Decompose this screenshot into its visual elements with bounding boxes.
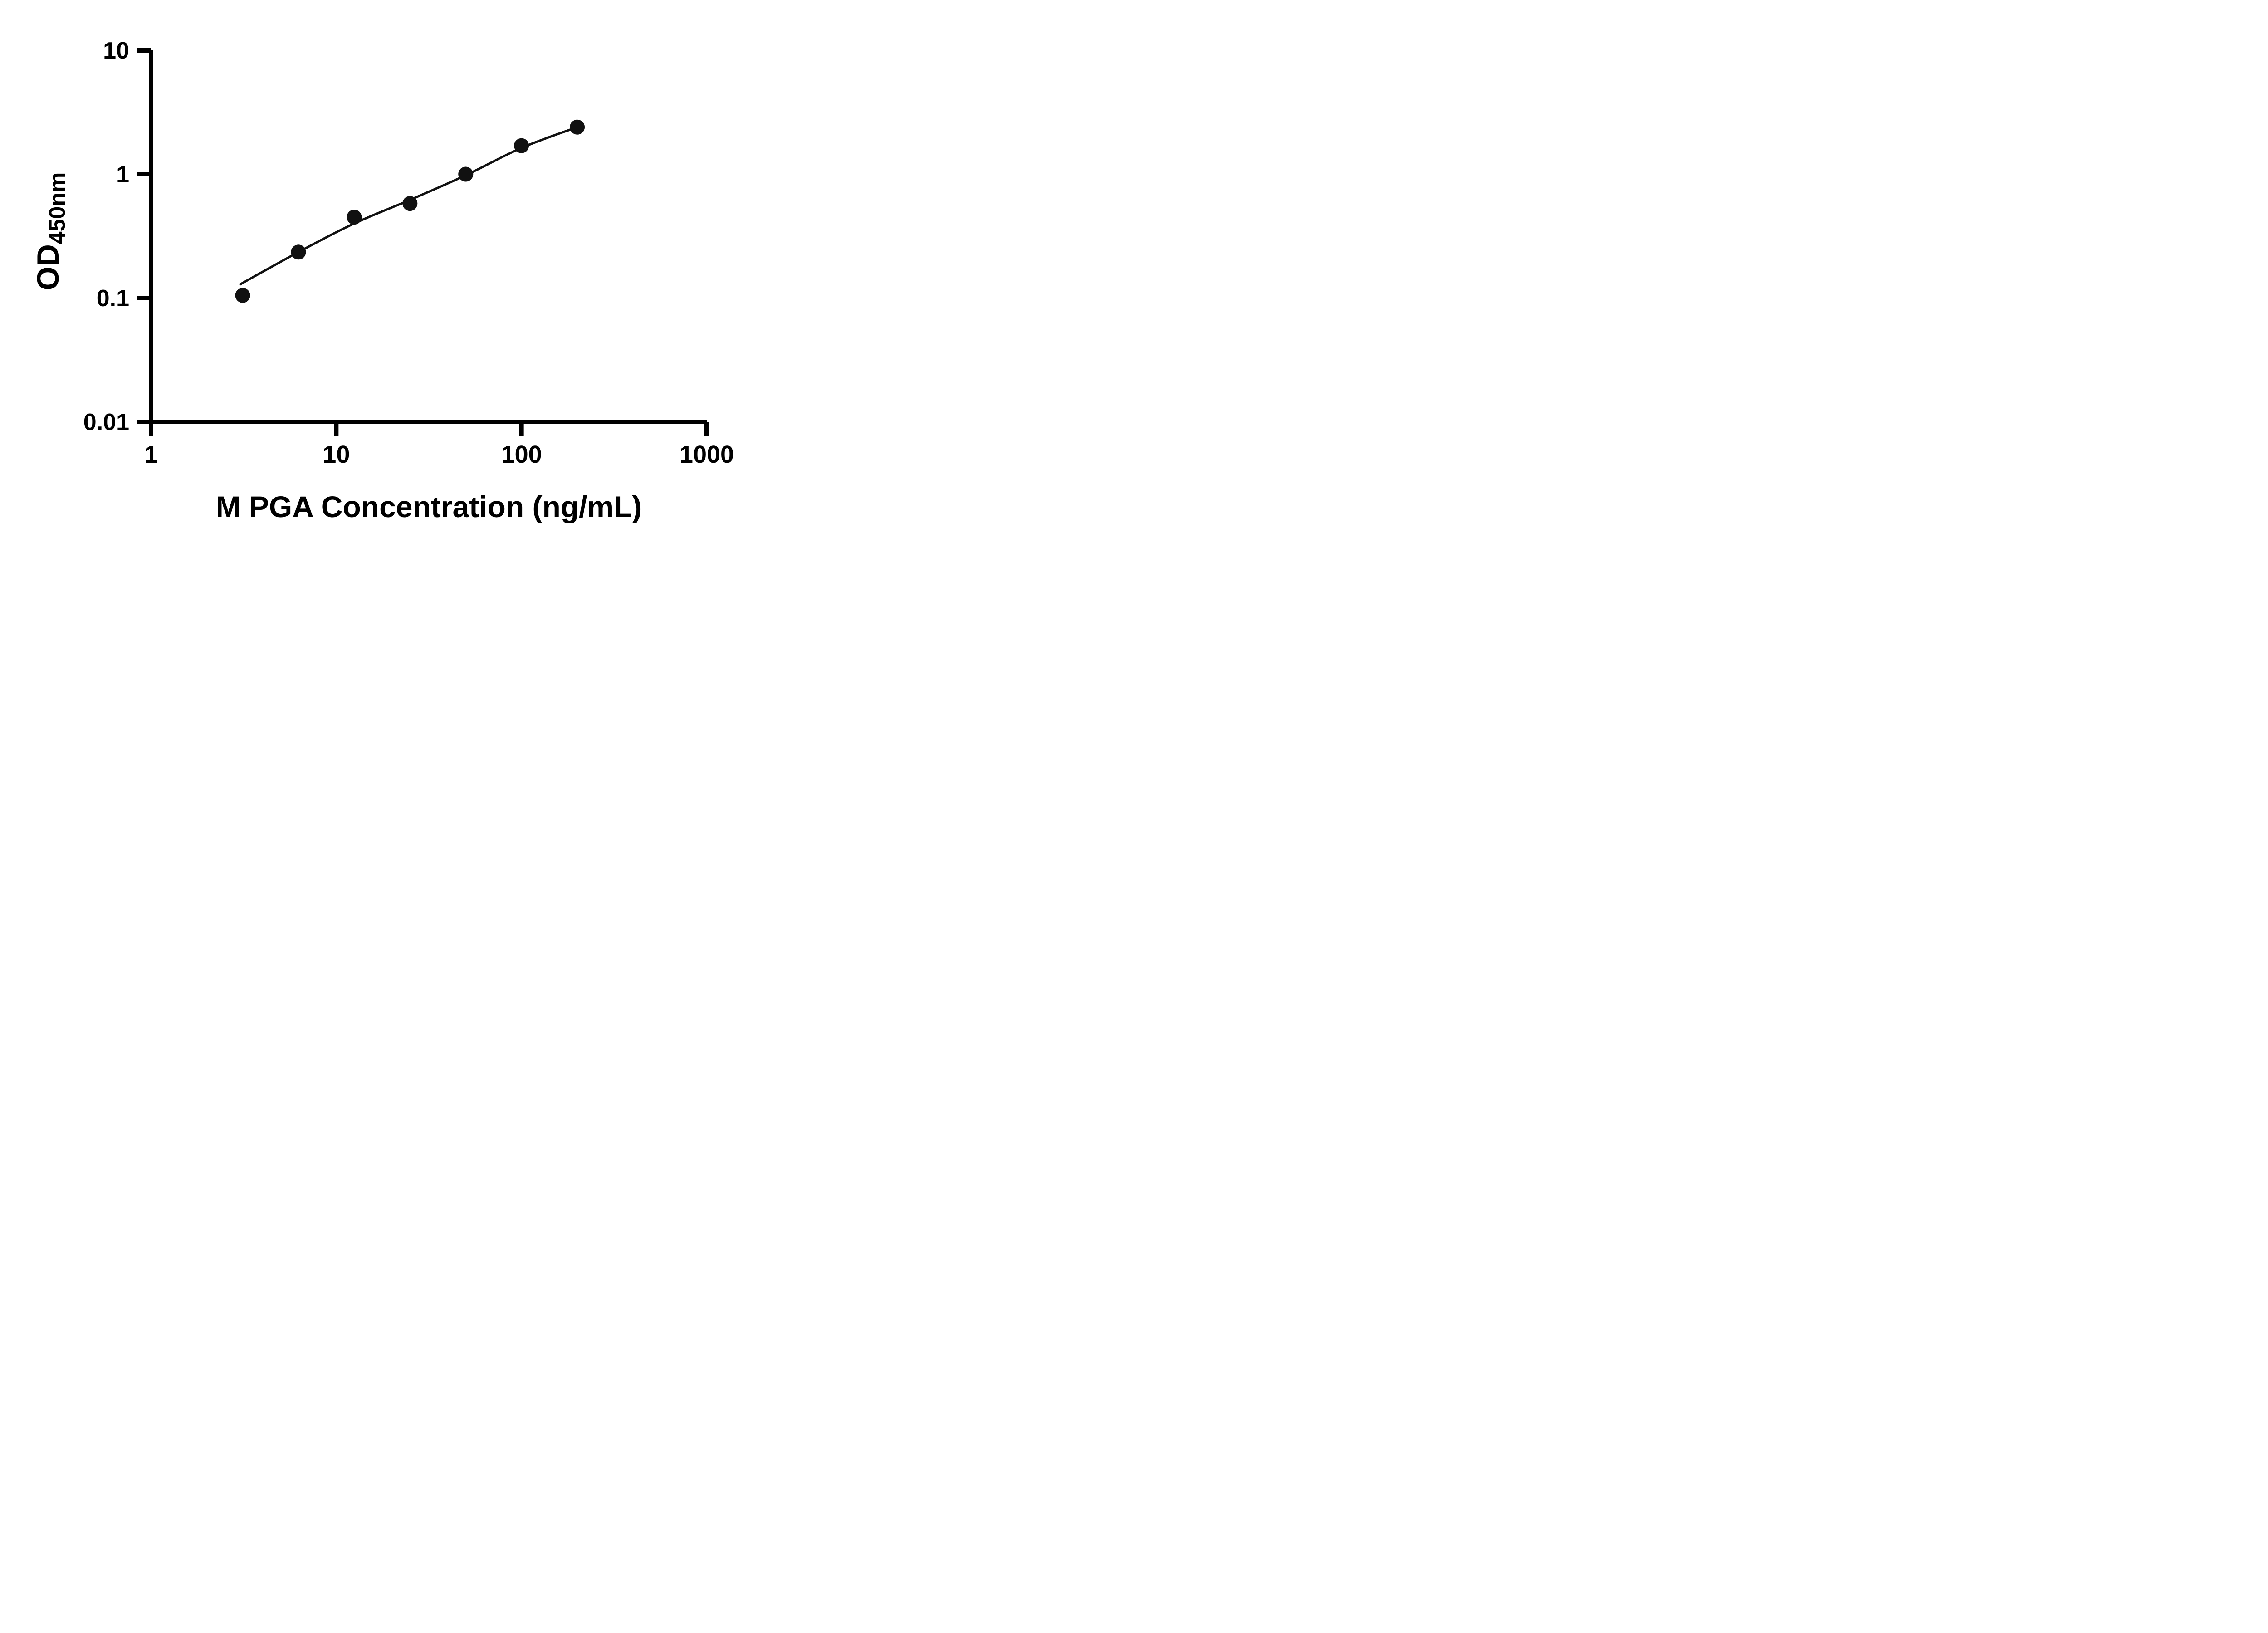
data-point: [458, 166, 474, 182]
y-axis-title: OD450nm: [31, 172, 70, 290]
y-tick-label: 10: [103, 38, 129, 64]
chart-canvas: 0.01 0.1 1 10 1 10 100 1000 M PGA Concentration …: [31, 38, 734, 523]
x-tick-label: 1: [144, 441, 158, 468]
elisa-standard-curve-figure: 0.01 0.1 1 10 1 10 100 1000 M PGA Concentration …: [0, 0, 777, 544]
data-point: [514, 138, 529, 153]
axis-frame: [149, 50, 707, 424]
x-tick-label: 1000: [679, 441, 734, 468]
x-tick-label: 100: [501, 441, 542, 468]
data-point: [235, 288, 250, 303]
x-tick-label: 10: [323, 441, 350, 468]
y-tick-label: 1: [116, 161, 129, 188]
y-tick-label: 0.1: [97, 285, 129, 312]
x-axis-title: M PGA Concentration (ng/mL): [216, 490, 642, 523]
data-point: [402, 196, 418, 211]
data-point: [570, 119, 585, 135]
data-point: [291, 244, 306, 260]
y-tick-label: 0.01: [83, 409, 129, 435]
data-point: [347, 210, 362, 225]
